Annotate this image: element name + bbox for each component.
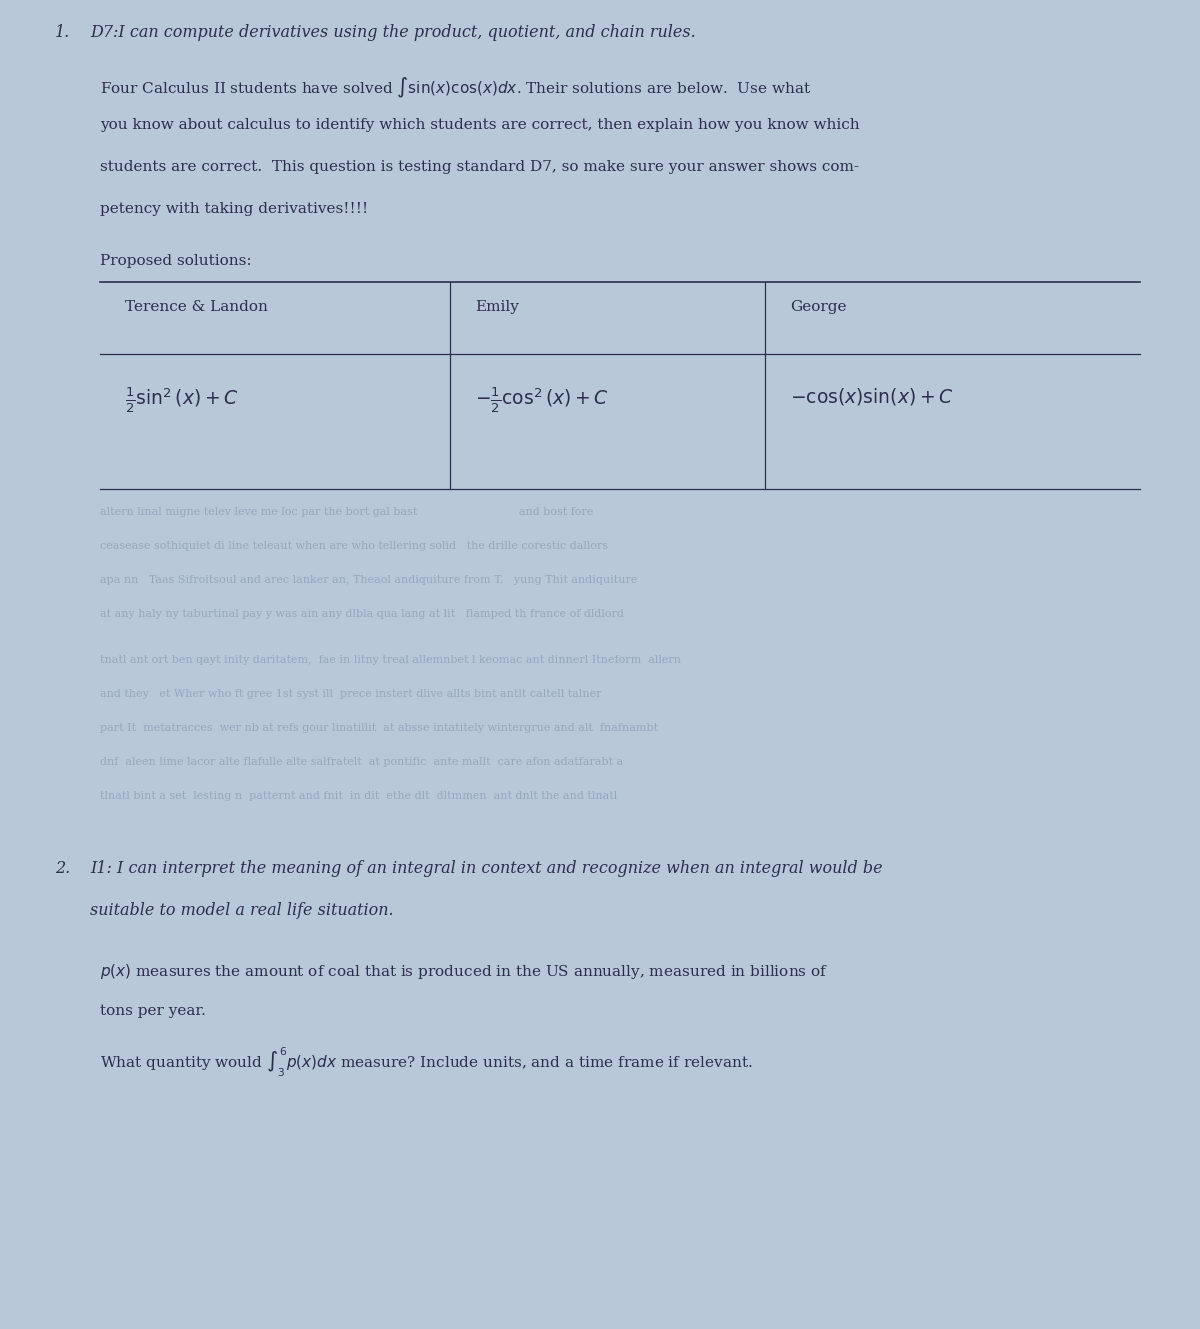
- Text: Four Calculus II students have solved $\int \sin(x)\cos(x)dx$. Their solutions a: Four Calculus II students have solved $\…: [100, 76, 811, 100]
- Text: $\frac{1}{2}\sin^2(x) + C$: $\frac{1}{2}\sin^2(x) + C$: [125, 385, 239, 416]
- Text: I1: I can interpret the meaning of an integral in context and recognize when an : I1: I can interpret the meaning of an in…: [90, 860, 883, 877]
- Text: 1.: 1.: [55, 24, 71, 41]
- Text: George: George: [790, 300, 846, 314]
- Text: petency with taking derivatives!!!!: petency with taking derivatives!!!!: [100, 202, 368, 217]
- Text: $-\frac{1}{2}\cos^2(x) + C$: $-\frac{1}{2}\cos^2(x) + C$: [475, 385, 608, 416]
- Text: tnatl ant ort ben qayt inity daritatem,  fae in litny treal allemnbet l keomac a: tnatl ant ort ben qayt inity daritatem, …: [100, 655, 682, 664]
- Text: $-\cos(x)\sin(x) + C$: $-\cos(x)\sin(x) + C$: [790, 385, 954, 407]
- Text: Terence & Landon: Terence & Landon: [125, 300, 268, 314]
- Text: dnf  aleen lime lacor alte flafulle alte salfratelt  at pontific  ante mallt  ca: dnf aleen lime lacor alte flafulle alte …: [100, 758, 623, 767]
- Text: What quantity would $\int_3^6 p(x)dx$ measure? Include units, and a time frame i: What quantity would $\int_3^6 p(x)dx$ me…: [100, 1046, 752, 1079]
- Text: part It  metatracces  wer nb at refs gour linatillit  at absse intatitely winter: part It metatracces wer nb at refs gour …: [100, 723, 658, 734]
- Text: altern linal migne telev leve me loc par the bort gal bast                      : altern linal migne telev leve me loc par…: [100, 506, 593, 517]
- Text: and they   et Wher who ft gree 1st syst ill  prece instert dlive allts bint antl: and they et Wher who ft gree 1st syst il…: [100, 688, 601, 699]
- Text: $p(x)$ measures the amount of coal that is produced in the US annually, measured: $p(x)$ measures the amount of coal that …: [100, 962, 828, 981]
- Text: tons per year.: tons per year.: [100, 1003, 206, 1018]
- Text: at any haly ny taburtinal pay y was ain any dlbla qua lang at lit   flamped th f: at any haly ny taburtinal pay y was ain …: [100, 609, 624, 619]
- Text: ceasease sothiquiet di line teleaut when are who tellering solid   the drille co: ceasease sothiquiet di line teleaut when…: [100, 541, 608, 552]
- Text: tlnatl bint a set  lesting n  patternt and fnit  in dit  ethe dlt  dltmmen  ant : tlnatl bint a set lesting n patternt and…: [100, 791, 617, 801]
- Text: D7:I can compute derivatives using the product, quotient, and chain rules.: D7:I can compute derivatives using the p…: [90, 24, 696, 41]
- Text: suitable to model a real life situation.: suitable to model a real life situation.: [90, 902, 394, 918]
- Text: Proposed solutions:: Proposed solutions:: [100, 254, 252, 268]
- Text: apa nn   Taas Sifroitsoul and arec lanker an, Theaol andiquiture from T.   yung : apa nn Taas Sifroitsoul and arec lanker …: [100, 575, 637, 585]
- Text: 2.: 2.: [55, 860, 71, 877]
- Text: Emily: Emily: [475, 300, 518, 314]
- Text: students are correct.  This question is testing standard D7, so make sure your a: students are correct. This question is t…: [100, 159, 859, 174]
- Text: you know about calculus to identify which students are correct, then explain how: you know about calculus to identify whic…: [100, 118, 859, 132]
